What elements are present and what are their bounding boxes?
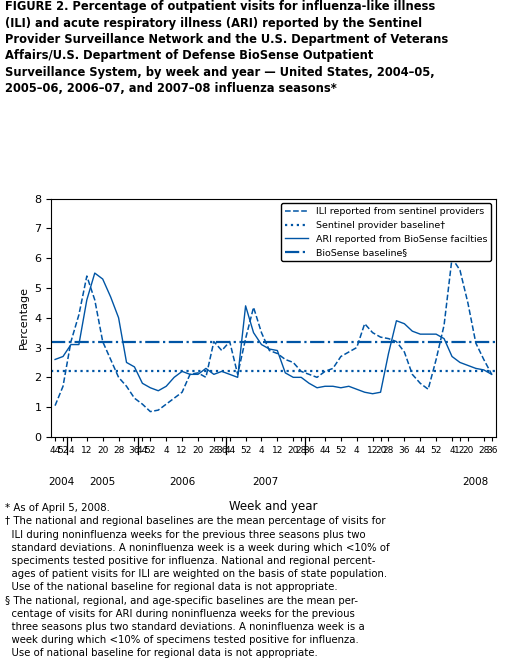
Text: 2005: 2005 [89,477,116,487]
Text: 2007: 2007 [252,477,278,487]
Text: 2004: 2004 [48,477,74,487]
Y-axis label: Percentage: Percentage [19,286,29,350]
Text: * As of April 5, 2008.
† The national and regional baselines are the mean percen: * As of April 5, 2008. † The national an… [5,503,390,658]
Text: Week and year: Week and year [229,500,318,513]
Text: FIGURE 2. Percentage of outpatient visits for influenza-like illness
(ILI) and a: FIGURE 2. Percentage of outpatient visit… [5,0,448,95]
Legend: ILI reported from sentinel providers, Sentinel provider baseline†, ARI reported : ILI reported from sentinel providers, Se… [281,203,491,261]
Text: 2008: 2008 [462,477,489,487]
Text: 2006: 2006 [169,477,195,487]
